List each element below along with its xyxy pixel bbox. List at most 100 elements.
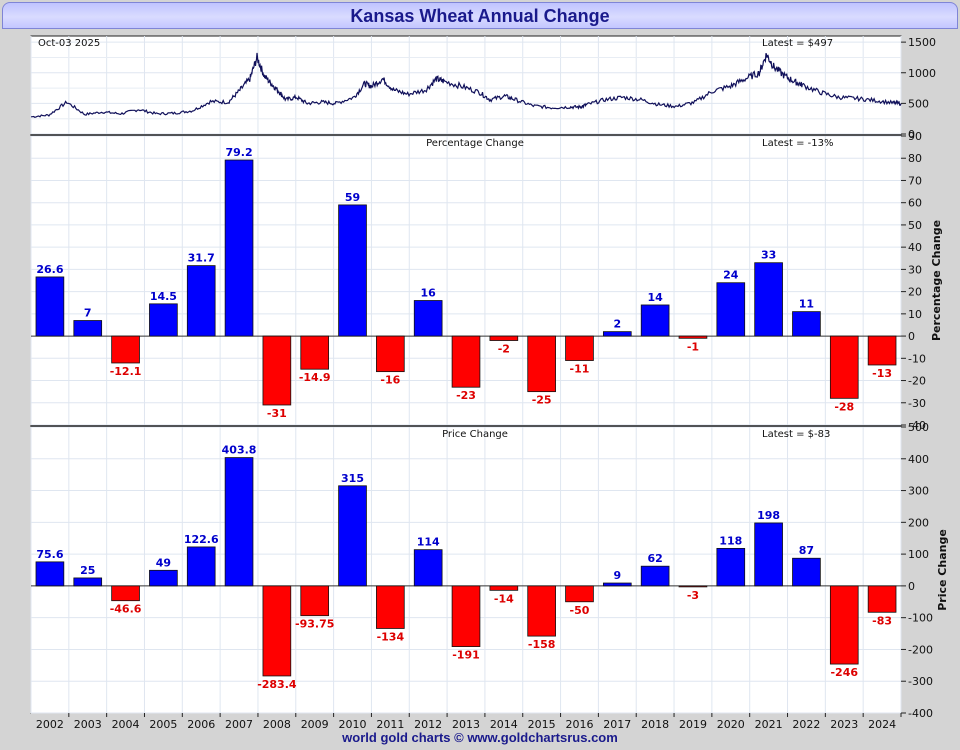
data-label-2016: -11 xyxy=(570,363,590,376)
data-label-2007: 79.2 xyxy=(225,146,252,159)
y-axis-price: 0 500 1000 1500 xyxy=(31,36,936,141)
data-label-2010: 59 xyxy=(345,191,360,204)
bar-2002 xyxy=(35,276,65,337)
panel-subtitle: Price Change xyxy=(442,429,508,440)
y-tick-label: 100 xyxy=(908,548,929,561)
bar-2009 xyxy=(300,335,330,370)
bar-2006 xyxy=(186,265,216,337)
data-label-2021: 198 xyxy=(757,509,780,522)
panel-2-grid xyxy=(30,136,902,425)
bar-2014 xyxy=(489,335,519,341)
data-label-2019: -1 xyxy=(687,340,699,353)
bar-2019 xyxy=(678,585,708,588)
data-label-2011: -16 xyxy=(380,374,400,387)
data-label-2002: 75.6 xyxy=(36,548,63,561)
bar-2010 xyxy=(338,204,367,337)
bar-2017 xyxy=(602,331,632,337)
x-tick-label: 2003 xyxy=(74,718,102,731)
data-label-2014: -14 xyxy=(494,592,514,605)
bar-2003 xyxy=(73,577,103,587)
y-tick-label: -40 xyxy=(908,419,926,432)
data-label-2015: -25 xyxy=(532,394,552,407)
data-label-2006: 122.6 xyxy=(184,533,219,546)
x-tick-label: 2007 xyxy=(225,718,253,731)
bar-2020 xyxy=(716,547,746,587)
data-label-2020: 24 xyxy=(723,269,739,282)
x-tick-label: 2009 xyxy=(301,718,329,731)
data-label-2007: 403.8 xyxy=(222,444,257,457)
bar-2011 xyxy=(376,335,405,373)
y-tick-label: 10 xyxy=(908,308,922,321)
data-label-2008: -283.4 xyxy=(257,678,297,691)
x-tick-label: 2013 xyxy=(452,718,480,731)
data-label-2005: 14.5 xyxy=(150,290,177,303)
x-tick-label: 2012 xyxy=(414,718,442,731)
bar-2011 xyxy=(376,585,405,629)
data-label-2006: 31.7 xyxy=(188,252,215,265)
bars-percentage-change: 26.67-12.114.531.779.2-31-14.959-1616-23… xyxy=(35,146,897,420)
y-axis-title: Percentage Change xyxy=(930,220,943,341)
y-tick-label: -200 xyxy=(908,643,933,656)
data-label-2009: -93.75 xyxy=(295,618,334,631)
bar-2014 xyxy=(489,585,519,591)
data-label-2018: 62 xyxy=(647,552,662,565)
bar-2024 xyxy=(867,585,897,613)
latest-label: Latest = -13% xyxy=(762,138,833,149)
x-axis: 2002 2003 2004 2005 2006 2007 2008 2009 2010 2011… xyxy=(36,713,902,731)
data-label-2014: -2 xyxy=(498,343,510,356)
bar-2013 xyxy=(451,585,481,647)
data-label-2021: 33 xyxy=(761,249,776,262)
data-label-2003: 25 xyxy=(80,564,95,577)
data-label-2022: 87 xyxy=(799,544,814,557)
y-tick-label: 30 xyxy=(908,263,922,276)
bar-2020 xyxy=(716,282,746,337)
bar-2018 xyxy=(640,304,670,337)
bar-2004 xyxy=(111,335,140,364)
x-tick-label: 2019 xyxy=(679,718,707,731)
panel-subtitle: Percentage Change xyxy=(426,138,524,149)
y-tick-label: 0 xyxy=(908,128,915,141)
data-label-2002: 26.6 xyxy=(36,263,63,276)
data-label-2023: -246 xyxy=(830,666,858,679)
title-bar: Kansas Wheat Annual Change xyxy=(2,2,958,29)
bar-2022 xyxy=(792,557,821,587)
y-tick-label: 40 xyxy=(908,241,922,254)
y-tick-label: -10 xyxy=(908,352,926,365)
data-label-2017: 9 xyxy=(613,569,621,582)
x-tick-label: 2002 xyxy=(36,718,64,731)
data-label-2024: -83 xyxy=(872,614,892,627)
data-label-2023: -28 xyxy=(834,400,854,413)
bars-price-change: 75.6 25 -46.6 49 122.6 403.8 -283.4 -93.75 315 -1… xyxy=(35,444,897,691)
bar-2002 xyxy=(35,561,65,587)
y-tick-label: 500 xyxy=(908,97,929,110)
data-label-2004: -12.1 xyxy=(110,365,142,378)
x-tick-label: 2020 xyxy=(717,718,745,731)
y-tick-label: 80 xyxy=(908,152,922,165)
y-tick-label: -100 xyxy=(908,612,933,625)
y-tick-label: 90 xyxy=(908,130,922,143)
y-tick-label: 1500 xyxy=(908,36,936,49)
data-label-2024: -13 xyxy=(872,367,892,380)
bar-2009 xyxy=(300,585,330,617)
y-tick-label: -400 xyxy=(908,707,933,720)
bar-2012 xyxy=(413,300,443,337)
bar-2013 xyxy=(451,335,481,388)
data-label-2019: -3 xyxy=(687,589,699,602)
x-tick-label: 2005 xyxy=(149,718,177,731)
x-tick-label: 2023 xyxy=(830,718,858,731)
data-label-2005: 49 xyxy=(156,556,171,569)
bar-2021 xyxy=(754,262,783,337)
y-tick-label: -20 xyxy=(908,375,926,388)
bar-2007 xyxy=(224,159,254,337)
y-tick-label: 0 xyxy=(908,330,915,343)
latest-price-label: Latest = $497 xyxy=(762,38,833,49)
y-tick-label: 0 xyxy=(908,580,915,593)
y-tick-label: 70 xyxy=(908,174,922,187)
bar-2019 xyxy=(678,335,708,339)
bar-2012 xyxy=(413,549,443,587)
bar-2010 xyxy=(338,485,367,587)
y-tick-label: 400 xyxy=(908,453,929,466)
x-tick-label: 2017 xyxy=(603,718,631,731)
